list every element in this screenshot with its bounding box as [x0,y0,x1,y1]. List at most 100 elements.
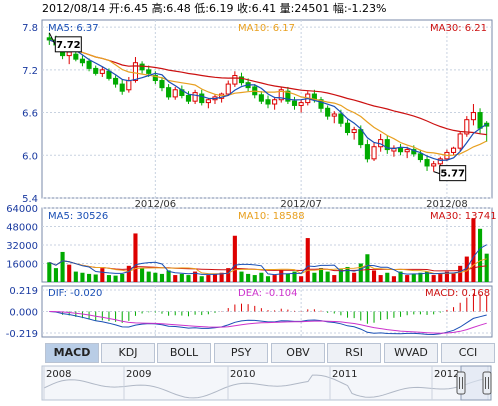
price-x-tick-label: 2012/08 [426,199,468,210]
volume-bar [305,238,310,282]
price-ma5-line [49,39,488,162]
volume-bar [385,272,390,282]
volume-bar [424,271,430,282]
tab-macd[interactable]: MACD [45,343,99,363]
volume-bar [239,271,244,282]
tab-wvad[interactable]: WVAD [384,343,438,363]
volume-bar [87,273,92,282]
price-candle-body [159,80,165,89]
tab-kdj[interactable]: KDJ [101,343,155,363]
price-min-annotation-leader [433,171,440,175]
overview-year-label: 2009 [126,369,151,380]
volume-bar [226,268,231,282]
price-min-annotation: 5.77 [440,169,465,180]
price-candle-body [437,158,443,165]
volume-bar [80,272,85,282]
overview-handle-grip [456,371,466,395]
macd-value-label: MACD: 0.168 [425,288,490,299]
volume-bar [246,273,251,282]
volume-y-tick-label: 32000 [6,241,38,252]
macd-dea-line [49,311,487,334]
price-y-tick-label: 6.0 [22,151,38,162]
volume-bar [332,275,337,282]
volume-ma30-label: MA30: 13741 [430,211,497,222]
volume-bar [358,263,363,282]
price-candle-body [404,149,410,153]
tab-psy[interactable]: PSY [214,343,268,363]
volume-bar [338,269,343,282]
volume-bar [391,276,396,282]
price-candle-body [166,87,172,98]
volume-bar [133,233,138,282]
price-candle-body [278,89,284,101]
price-candle-body [225,83,231,95]
price-candle-body [106,70,112,79]
price-candle-body [232,75,238,85]
macd-y-tick-label: -0.219 [6,329,38,340]
volume-bar [146,271,151,282]
price-candle-body [477,112,483,129]
volume-bar [93,274,98,282]
price-candle-body [126,80,132,91]
header-quote-text: 2012/08/14 开:6.45 高:6.48 低:6.19 收:6.41 量… [42,1,387,15]
volume-bar [53,268,58,282]
price-ma30-line [49,39,487,136]
price-max-annotation-leader [48,32,56,46]
volume-bar [378,275,383,282]
price-candle-body [364,144,370,160]
overview-left-handle[interactable] [456,371,466,395]
volume-bar [173,275,178,282]
tab-boll[interactable]: BOLL [157,343,211,363]
volume-bar [438,273,443,282]
volume-bar [153,272,158,282]
price-candle-body [99,69,105,74]
price-x-tick-label: 2012/07 [280,199,322,210]
tab-obv[interactable]: OBV [271,343,325,363]
price-candle-body [450,147,457,153]
volume-bar [484,253,489,282]
volume-bar [186,275,191,282]
price-candle-body [457,133,463,149]
price-candle-body [285,90,291,102]
volume-bar [67,264,72,282]
price-candle-body [331,113,337,117]
price-candle-body [298,102,304,106]
volume-bar [279,270,284,282]
price-ma5-label: MA5: 6.37 [48,23,99,34]
price-candle-body [46,37,52,41]
price-candle-body [371,146,377,160]
volume-bar [140,268,145,282]
overview-right-handle[interactable] [482,371,492,395]
volume-bar [259,272,264,282]
volume-ma5-line [49,244,487,276]
price-candle-body [73,53,79,60]
volume-ma5-label: MA5: 30526 [48,211,108,222]
price-max-annotation: 7.72 [56,40,81,51]
volume-y-tick-label: 64000 [6,204,38,215]
price-y-tick-label: 7.2 [22,66,38,77]
price-candle-body [93,67,99,74]
tab-cci[interactable]: CCI [441,343,495,363]
volume-bar [73,271,78,282]
price-ma30-label: MA30: 6.21 [430,23,487,34]
price-candle-body [431,163,437,167]
overview-handle-grip [482,371,492,395]
overview-year-label: 2011 [332,369,357,380]
price-candle-body [113,77,119,85]
volume-bar [179,273,184,282]
volume-bar [365,254,370,282]
volume-bar [100,268,105,282]
price-candle-body [417,153,423,161]
price-candle-body [397,147,404,153]
tab-rsi[interactable]: RSI [327,343,381,363]
macd-dif-line [49,311,487,336]
volume-bar [232,235,237,282]
price-candle-body [238,76,245,84]
volume-bar [252,275,257,282]
price-candle-body [146,69,152,74]
volume-bar [431,275,436,282]
price-candle-body [132,62,139,82]
price-candle-body [66,51,72,57]
volume-bar [458,265,463,282]
